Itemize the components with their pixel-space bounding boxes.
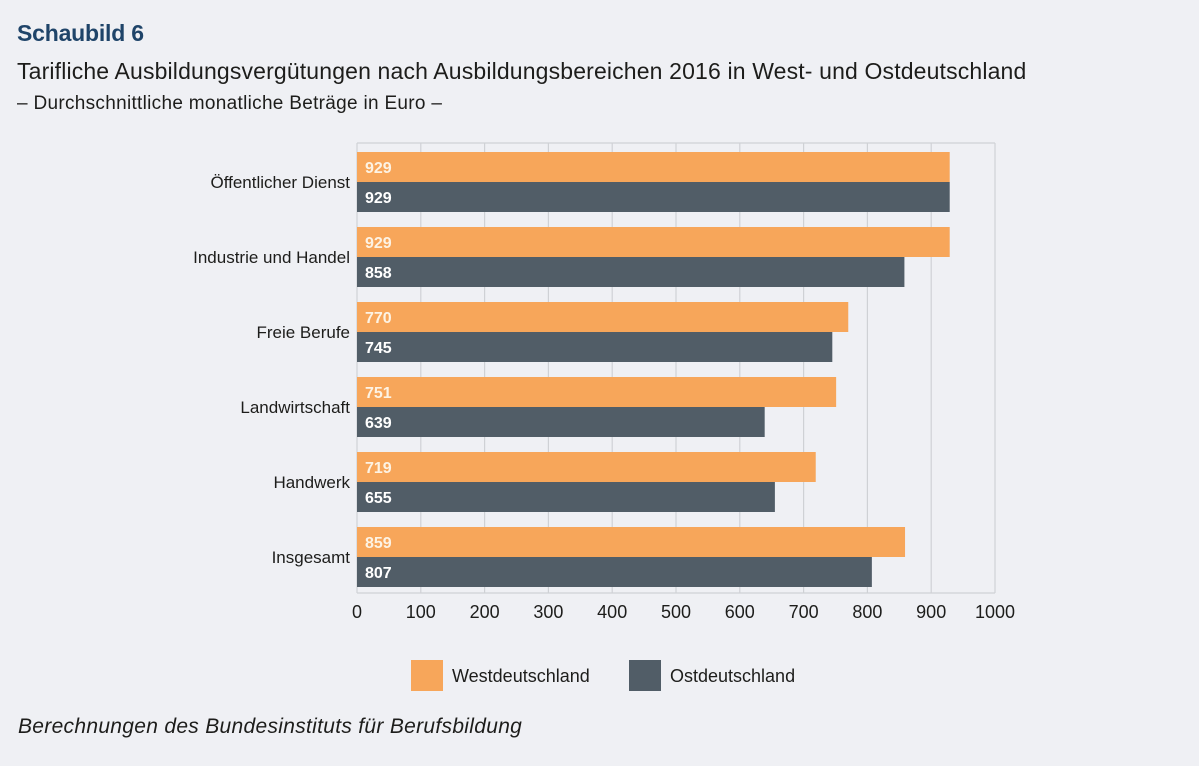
x-tick-label: 600 bbox=[725, 602, 755, 622]
legend-label-westdeutschland: Westdeutschland bbox=[452, 666, 590, 686]
figure-label: Schaubild 6 bbox=[17, 20, 144, 46]
x-tick-label: 200 bbox=[470, 602, 500, 622]
bar-ostdeutschland-3 bbox=[357, 407, 765, 437]
bar-westdeutschland-2 bbox=[357, 302, 849, 332]
legend-swatch-ostdeutschland bbox=[629, 660, 661, 691]
x-axis-ticks: 0 100 200 300 400 500 600 700 800 900 1000 bbox=[352, 602, 1015, 622]
bar-ostdeutschland-1 bbox=[357, 257, 905, 287]
x-tick-label: 900 bbox=[916, 602, 946, 622]
x-tick-label: 500 bbox=[661, 602, 691, 622]
bar-value-label: 751 bbox=[365, 385, 392, 402]
bar-westdeutschland-0 bbox=[357, 152, 950, 182]
bar-westdeutschland-4 bbox=[357, 452, 816, 482]
bar-value-label: 929 bbox=[365, 190, 392, 207]
bar-ostdeutschland-0 bbox=[357, 182, 950, 212]
x-tick-label: 0 bbox=[352, 602, 362, 622]
bar-ostdeutschland-4 bbox=[357, 482, 775, 512]
chart-subtitle: – Durchschnittliche monatliche Beträge i… bbox=[17, 93, 443, 114]
bar-value-label: 807 bbox=[365, 565, 392, 582]
category-label: Landwirtschaft bbox=[240, 398, 350, 417]
x-tick-label: 400 bbox=[597, 602, 627, 622]
legend: Westdeutschland Ostdeutschland bbox=[411, 660, 795, 691]
source-note: Berechnungen des Bundesinstituts für Ber… bbox=[18, 715, 523, 738]
chart-title: Tarifliche Ausbildungsvergütungen nach A… bbox=[17, 58, 1027, 84]
x-tick-label: 800 bbox=[852, 602, 882, 622]
bar-westdeutschland-5 bbox=[357, 527, 906, 557]
bar-value-label: 719 bbox=[365, 460, 392, 477]
category-label: Öffentlicher Dienst bbox=[210, 173, 350, 192]
bar-value-label: 929 bbox=[365, 160, 392, 177]
bar-ostdeutschland-2 bbox=[357, 332, 833, 362]
x-tick-label: 100 bbox=[406, 602, 436, 622]
category-label: Insgesamt bbox=[272, 548, 351, 567]
bar-value-label: 745 bbox=[365, 340, 392, 357]
legend-swatch-westdeutschland bbox=[411, 660, 443, 691]
category-labels: Öffentlicher Dienst Industrie und Handel F… bbox=[193, 173, 350, 567]
bar-value-label: 858 bbox=[365, 265, 392, 282]
gridlines bbox=[356, 142, 996, 594]
bar-value-label: 929 bbox=[365, 235, 392, 252]
category-label: Handwerk bbox=[273, 473, 350, 492]
bar-ostdeutschland-5 bbox=[357, 557, 872, 587]
bar-value-label: 639 bbox=[365, 415, 392, 432]
x-tick-label: 1000 bbox=[975, 602, 1015, 622]
bar-westdeutschland-3 bbox=[357, 377, 837, 407]
category-label: Industrie und Handel bbox=[193, 248, 350, 267]
bar-value-label: 770 bbox=[365, 310, 392, 327]
x-tick-label: 300 bbox=[533, 602, 563, 622]
bar-value-label: 859 bbox=[365, 535, 392, 552]
x-tick-label: 700 bbox=[789, 602, 819, 622]
bar-westdeutschland-1 bbox=[357, 227, 950, 257]
bar-value-label: 655 bbox=[365, 490, 392, 507]
bars: 929 929 929 858 770 745 751 639 719 655 859 807 bbox=[357, 152, 950, 587]
legend-label-ostdeutschland: Ostdeutschland bbox=[670, 666, 795, 686]
category-label: Freie Berufe bbox=[256, 323, 350, 342]
